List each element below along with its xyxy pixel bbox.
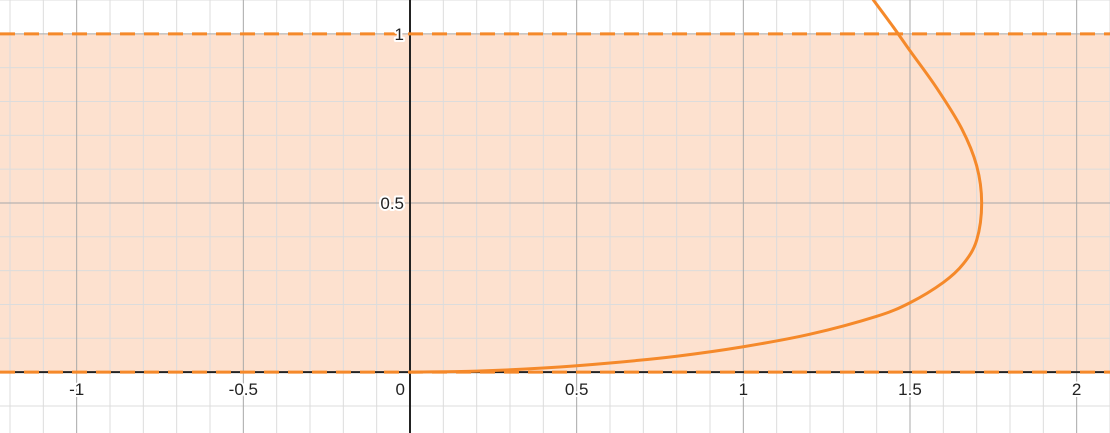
x-tick-label: 2: [1072, 380, 1081, 399]
x-tick-label: 1: [739, 380, 748, 399]
x-tick-label: 0.5: [565, 380, 589, 399]
y-tick-label: 1: [395, 25, 404, 44]
tick-labels: -1 -0.5 0 0.5 1 1.5 2 0.5 1: [67, 23, 1083, 401]
y-tick-label: 0.5: [380, 194, 404, 213]
x-tick-label: -1: [69, 380, 84, 399]
boundary-lines: [0, 32, 1110, 374]
curve-series-line: [408, 0, 984, 374]
curve-layer: [408, 0, 984, 374]
x-tick-label: -0.5: [229, 380, 258, 399]
x-tick-label: 0: [396, 380, 405, 399]
x-tick-label: 1.5: [898, 380, 922, 399]
